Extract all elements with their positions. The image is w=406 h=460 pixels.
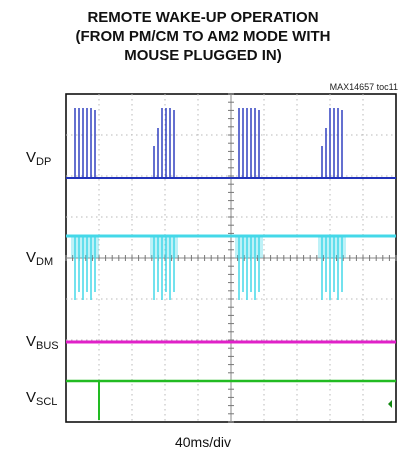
vdm-burst-fill [150, 236, 178, 258]
vdm-burst-fill [71, 236, 99, 258]
vdm-burst-fill [318, 236, 346, 258]
title-line-1: REMOTE WAKE-UP OPERATION [87, 9, 319, 26]
chart-title: REMOTE WAKE-UP OPERATION (FROM PM/CM TO … [0, 8, 406, 65]
channel-label-vdm: VDM [26, 249, 54, 268]
channel-label-vscl: VSCL [26, 389, 58, 408]
ground-marker [388, 400, 392, 408]
channel-label-vdp: VDP [26, 149, 52, 168]
vdm-burst-fill [235, 236, 263, 258]
title-line-3: MOUSE PLUGGED IN) [124, 47, 282, 64]
figure-id: MAX14657 toc11 [329, 82, 398, 92]
timebase-label: 40ms/div [174, 434, 232, 450]
title-line-2: (FROM PM/CM TO AM2 MODE WITH [75, 28, 331, 45]
channel-label-vbus: VBUS [26, 333, 59, 352]
